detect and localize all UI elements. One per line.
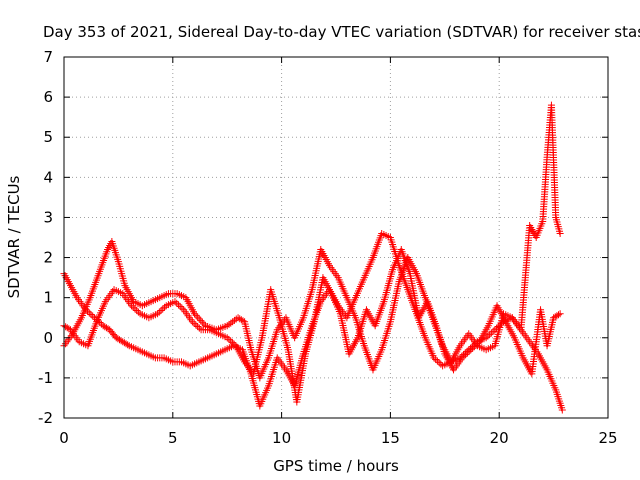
x-tick-label: 0	[59, 429, 69, 447]
data-point	[223, 322, 231, 330]
y-tick-label: 6	[43, 88, 53, 106]
data-point	[190, 319, 198, 327]
data-point	[470, 343, 478, 351]
data-point	[133, 307, 141, 315]
data-point	[558, 406, 566, 414]
data-point	[161, 303, 169, 311]
data-point	[465, 347, 473, 355]
plot-frame	[63, 56, 609, 419]
data-point	[489, 327, 497, 335]
data-point	[194, 313, 202, 321]
data-point	[430, 354, 438, 362]
data-point	[155, 308, 163, 316]
y-tick-label: -2	[38, 409, 53, 427]
data-point	[472, 341, 480, 349]
data-point	[486, 331, 494, 339]
x-tick-label: 10	[272, 429, 291, 447]
data-point	[174, 301, 182, 309]
data-point	[134, 308, 142, 316]
x-tick-label: 25	[598, 429, 617, 447]
data-point	[131, 305, 139, 313]
y-tick-label: -1	[38, 369, 53, 387]
data-point	[87, 311, 95, 319]
data-point	[223, 334, 231, 342]
data-point	[228, 339, 236, 347]
data-point	[458, 354, 466, 362]
x-tick-label: 5	[168, 429, 178, 447]
data-point	[191, 310, 199, 318]
data-point	[474, 339, 482, 347]
data-point	[85, 309, 93, 317]
data-point	[227, 319, 235, 327]
data-point	[556, 310, 564, 318]
data-point	[129, 303, 137, 311]
data-point	[89, 312, 97, 320]
data-point	[198, 318, 206, 326]
data-point	[173, 299, 181, 307]
data-point	[192, 321, 200, 329]
chart-title: Day 353 of 2021, Sidereal Day-to-day VTE…	[43, 23, 640, 41]
data-point	[225, 335, 233, 343]
x-tick-label: 15	[381, 429, 400, 447]
data-point	[188, 318, 196, 326]
data-point	[195, 324, 203, 332]
data-point	[556, 229, 564, 237]
data-point	[65, 325, 73, 333]
data-point	[469, 344, 477, 352]
data-point	[195, 315, 203, 323]
data-point	[200, 320, 208, 328]
y-tick-label: 2	[43, 249, 53, 267]
x-tick-label: 20	[490, 429, 509, 447]
y-tick-label: 7	[43, 48, 53, 66]
series-track-3	[60, 246, 564, 406]
data-point	[227, 337, 235, 345]
data-point	[432, 355, 440, 363]
data-point	[463, 349, 471, 357]
data-point	[124, 341, 132, 349]
data-point	[554, 311, 562, 319]
data-point	[171, 298, 179, 306]
y-axis-label: SDTVAR / TECUs	[5, 175, 23, 298]
data-point	[127, 302, 135, 310]
data-point	[487, 329, 495, 337]
y-tick-label: 0	[43, 329, 53, 347]
data-point	[230, 340, 238, 348]
y-tick-label: 4	[43, 168, 53, 186]
data-point	[197, 317, 205, 325]
data-point	[435, 359, 443, 367]
data-point	[225, 320, 233, 328]
data-point	[159, 305, 167, 313]
axis-ticks: 0 5 10 15 20 25 -2 -1 0 1 2 3 4 5 6 7	[38, 48, 618, 447]
data-point	[154, 310, 162, 318]
data-point	[229, 318, 237, 326]
y-tick-label: 3	[43, 208, 53, 226]
series-layer	[60, 101, 566, 414]
data-point	[462, 351, 470, 359]
data-point	[437, 360, 445, 368]
y-tick-label: 1	[43, 289, 53, 307]
data-point	[192, 311, 200, 319]
data-point	[433, 357, 441, 365]
data-point	[467, 346, 475, 354]
data-point	[178, 304, 186, 312]
data-point	[176, 302, 184, 310]
x-axis-label: GPS time / hours	[273, 457, 399, 475]
y-tick-label: 5	[43, 128, 53, 146]
data-point	[460, 352, 468, 360]
data-point	[157, 307, 165, 315]
data-point	[230, 316, 238, 324]
data-point	[194, 323, 202, 331]
